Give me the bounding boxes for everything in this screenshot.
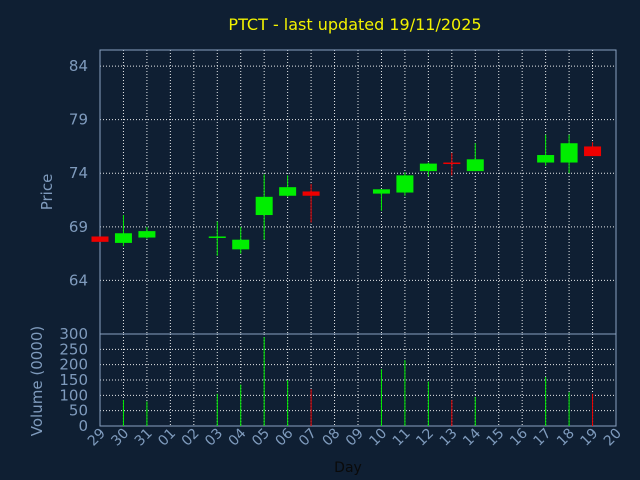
candle-body [372,189,390,194]
price-tick-label: 79 [69,111,88,129]
x-tick-label: 13 [437,426,461,450]
candle-body [419,163,437,172]
volume-tick-label: 250 [59,340,88,358]
candle-body [396,175,414,193]
price-tick-label: 69 [69,218,88,236]
volume-tick-label: 300 [59,325,88,343]
x-tick-label: 16 [507,425,531,449]
x-tick-label: 06 [273,425,297,449]
x-tick-label: 30 [108,426,132,450]
candle-body [255,196,273,216]
x-tick-label: 18 [554,426,578,450]
x-tick-label: 07 [296,426,320,450]
chart-title: PTCT - last updated 19/11/2025 [228,15,481,34]
x-tick-label: 29 [85,426,109,450]
candle-body [208,236,226,238]
volume-tick-label: 0 [78,417,88,435]
candle-body [302,191,320,196]
x-tick-label: 05 [249,426,273,450]
price-axis-label: Price [38,174,56,211]
x-tick-label: 08 [319,426,343,450]
price-tick-label: 64 [69,271,88,289]
price-tick-label: 74 [69,164,88,182]
x-tick-label: 15 [484,426,508,450]
candle-body [232,239,250,250]
candle-body [91,236,109,242]
x-tick-label: 10 [366,426,390,450]
volume-tick-label: 50 [69,402,88,420]
price-tick-label: 84 [69,57,88,75]
candle-body [560,143,578,163]
volume-panel-frame [99,333,617,427]
volume-tick-label: 100 [59,386,88,404]
candle-body [537,155,555,163]
volume-tick-label: 150 [59,371,88,389]
candle-body [466,159,484,172]
candle-body [114,233,132,243]
candle-body [279,187,297,196]
x-tick-label: 03 [202,426,226,450]
price-panel: 64 69 74 79 84 Price [38,49,617,335]
x-tick-label: 31 [132,426,156,450]
x-tick-label: 11 [390,426,414,450]
x-tick-label: 19 [577,426,601,450]
x-tick-label: 04 [226,425,250,449]
candle-body [443,162,461,165]
volume-tick-label: 200 [59,356,88,374]
x-axis-label: Day [334,460,362,476]
x-tick-label: 02 [179,426,203,450]
x-tick-label: 12 [413,426,437,450]
x-tick-label: 20 [601,426,625,450]
x-tick-label: 14 [460,425,484,449]
x-tick-label: 17 [531,426,555,450]
candle-body [584,146,602,157]
x-tick-label: 01 [155,426,179,450]
candle-body [138,231,156,238]
x-tick-label: 09 [343,426,367,450]
volume-axis-label: Volume (0000) [28,326,46,436]
